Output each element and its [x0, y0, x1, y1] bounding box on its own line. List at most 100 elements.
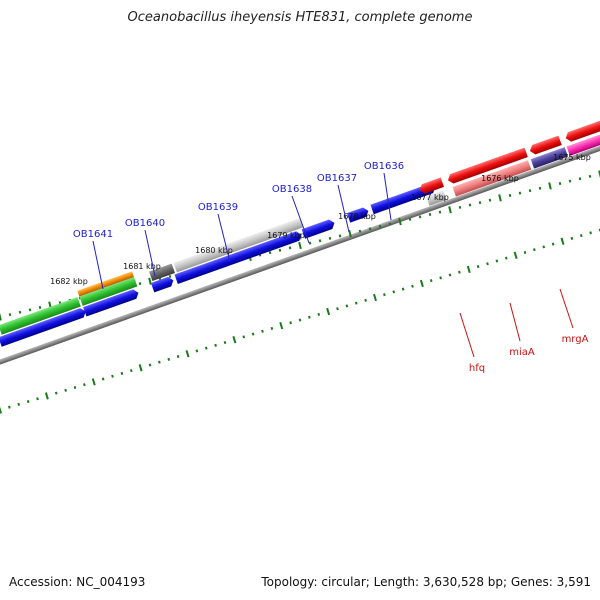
scale-minor-tick: [533, 248, 536, 252]
gene-label-ob1637[interactable]: OB1637: [317, 173, 357, 184]
scale-minor-tick: [538, 186, 542, 190]
scale-minor-tick: [401, 287, 405, 291]
scale-label: 1682 kbp: [50, 277, 88, 286]
scale-major-tick: [279, 321, 284, 330]
gene-ob1640-gene-green: [79, 276, 138, 306]
scale-minor-tick: [338, 234, 342, 238]
scale-minor-tick: [318, 239, 322, 243]
scale-minor-tick: [64, 388, 67, 392]
gene-label-ob1640[interactable]: OB1640: [125, 218, 165, 229]
scale-minor-tick: [428, 213, 432, 217]
scale-minor-tick: [195, 349, 199, 353]
scale-minor-tick: [368, 227, 372, 231]
scale-major-tick: [326, 307, 331, 316]
gene-label-miaa-leader-line: [509, 302, 521, 342]
scale-label: 1675 kbp: [553, 153, 591, 162]
scale-minor-tick: [378, 224, 382, 228]
scale-major-tick: [373, 293, 377, 302]
scale-minor-tick: [418, 215, 422, 219]
scale-minor-tick: [388, 222, 392, 226]
scale-minor-tick: [242, 335, 246, 339]
scale-minor-tick: [8, 313, 12, 317]
scale-minor-tick: [38, 305, 42, 309]
scale-minor-tick: [138, 282, 142, 286]
gene-ob1638-cds: [174, 231, 302, 284]
scale-label: 1678 kbp: [338, 212, 376, 221]
reverse-strand-features: [419, 109, 600, 206]
scale-minor-tick: [83, 383, 86, 387]
scale-major-tick: [298, 241, 302, 250]
scale-minor-tick: [448, 273, 452, 277]
scale-minor-tick: [28, 308, 32, 312]
scale-minor-tick: [336, 307, 339, 311]
scale-minor-tick: [36, 397, 39, 401]
gene-ob1636-cds: [370, 183, 436, 215]
scale-minor-tick: [167, 357, 171, 361]
scale-major-tick: [548, 182, 552, 190]
gene-label-ob1638[interactable]: OB1638: [272, 184, 312, 195]
gene-ob1641-gene: [0, 297, 81, 335]
scale-minor-tick: [578, 177, 582, 181]
scale-minor-tick: [214, 343, 217, 347]
gene-label-ob1639[interactable]: OB1639: [198, 202, 238, 213]
scale-minor-tick: [588, 174, 592, 178]
scale-label: 1676 kbp: [481, 174, 519, 183]
scale-minor-tick: [579, 234, 583, 238]
scale-major-tick: [348, 229, 352, 238]
scale-major-tick: [0, 406, 2, 414]
scale-major-tick: [185, 350, 190, 358]
scale-minor-tick: [129, 369, 133, 373]
scale-minor-tick: [429, 279, 433, 283]
scale-major-tick: [138, 364, 143, 372]
scale-minor-tick: [18, 310, 22, 314]
gene-label-ob1636[interactable]: OB1636: [364, 161, 404, 172]
scale-minor-tick: [523, 250, 527, 255]
scale-minor-tick: [408, 217, 412, 221]
gene-label-mrga-leader-line: [559, 288, 574, 329]
gene-label-ob1641[interactable]: OB1641: [73, 229, 113, 240]
scale-minor-tick: [270, 326, 274, 330]
scale-major-tick: [598, 170, 600, 178]
scale-minor-tick: [438, 210, 442, 214]
gene-miaA-gene: [452, 160, 532, 197]
scale-major-tick: [498, 194, 502, 202]
scale-minor-tick: [308, 315, 311, 319]
lower-scale-ticks: [0, 228, 600, 414]
gene-mrgA-gene: [530, 147, 568, 169]
scale-major-tick: [91, 378, 96, 386]
scale-minor-tick: [111, 374, 114, 378]
scale-minor-tick: [204, 346, 208, 350]
scale-minor-tick: [101, 377, 105, 381]
gene-ob1640-gene-orange: [77, 271, 134, 297]
gene-hfq-gene: [426, 190, 447, 206]
scale-minor-tick: [120, 371, 124, 375]
scale-label: 1681 kbp: [123, 262, 161, 271]
scale-minor-tick: [17, 402, 21, 406]
gene-label-ob1641-leader-line: [92, 240, 104, 290]
gene-label-hfq[interactable]: hfq: [469, 363, 485, 374]
scale-minor-tick: [148, 363, 152, 367]
scale-minor-tick: [364, 298, 367, 302]
gene-label-mrga[interactable]: mrgA: [562, 334, 589, 345]
scale-major-tick: [560, 237, 565, 245]
scale-minor-tick: [278, 248, 282, 252]
gene-miaA-cds: [447, 147, 528, 184]
scale-label: 1680 kbp: [195, 246, 233, 255]
scale-minor-tick: [158, 360, 161, 364]
scale-major-tick: [448, 206, 452, 214]
gene-ob1641-cds: [0, 308, 86, 347]
gene-next-cds: [565, 109, 600, 142]
scale-minor-tick: [54, 391, 58, 395]
scale-minor-tick: [176, 355, 180, 359]
gene-label-ob1638-leader-line: [291, 195, 310, 244]
gene-label-miaa[interactable]: miaA: [509, 347, 535, 358]
scale-minor-tick: [478, 201, 482, 205]
map-title: Oceanobacillus iheyensis HTE831, complet…: [127, 10, 473, 25]
scale-minor-tick: [392, 290, 396, 294]
scale-minor-tick: [488, 198, 492, 202]
scale-minor-tick: [328, 236, 332, 240]
scale-minor-tick: [288, 246, 292, 250]
scale-minor-tick: [504, 256, 508, 260]
scale-minor-tick: [486, 262, 489, 266]
